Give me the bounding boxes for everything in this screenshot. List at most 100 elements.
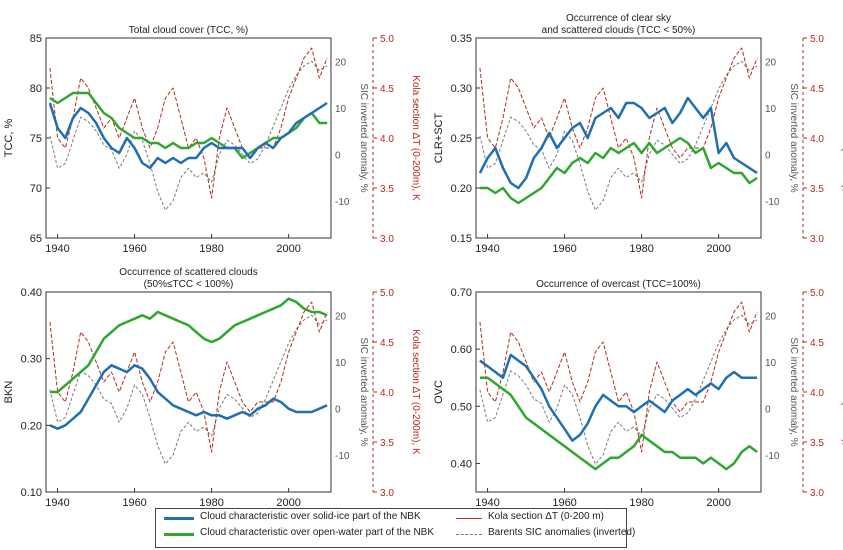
- kola-axis-label: Kola section ΔT (0-200m), K: [410, 75, 421, 201]
- sic-tick-label: 10: [765, 104, 777, 115]
- kola-tick-label: 3.5: [810, 184, 824, 195]
- legend-line-solid-ice: [164, 517, 194, 520]
- y-tick-label: 85: [30, 33, 42, 45]
- x-tick-label: 1960: [552, 243, 576, 255]
- y-tick-label: 0.50: [451, 401, 472, 413]
- series-line-kola: [49, 47, 328, 199]
- y-tick-label: 0.10: [21, 487, 42, 499]
- y-axis-label: TCC, %: [3, 119, 15, 158]
- plot-frame: [45, 291, 332, 493]
- legend: Cloud characteristic over solid-ice part…: [155, 508, 635, 548]
- kola-tick-label: 4.0: [810, 134, 824, 145]
- y-tick-label: 0.25: [451, 133, 472, 145]
- kola-tick-label: 4.0: [380, 134, 394, 145]
- series-line-open-water: [49, 297, 328, 394]
- chart-panel-1: Total cloud cover (TCC, %) 65 70 75 80 85 TCC,…: [3, 25, 421, 255]
- series-line-kola: [49, 301, 328, 453]
- sic-tick-label: -10: [335, 451, 350, 462]
- sic-tick-label: 0: [335, 404, 341, 415]
- y-tick-label: 65: [30, 233, 42, 245]
- series-line-solid-ice: [48, 101, 328, 170]
- series-line-solid-ice: [49, 364, 328, 430]
- kola-tick-label: 4.5: [810, 338, 824, 349]
- kola-tick-label: 5.0: [380, 288, 394, 299]
- y-tick-label: 0.70: [451, 287, 472, 299]
- y-tick-label: 0.60: [451, 344, 472, 356]
- series-line-kola: [479, 301, 758, 453]
- kola-tick-label: 5.0: [380, 34, 394, 45]
- kola-tick-label: 3.5: [380, 184, 394, 195]
- y-tick-label: 75: [30, 133, 42, 145]
- chart-title: Occurrence of clear sky: [566, 13, 671, 24]
- x-tick-label: 1980: [629, 497, 653, 509]
- x-tick-label: 2000: [276, 497, 300, 509]
- kola-tick-label: 3.5: [380, 438, 394, 449]
- y-tick-label: 0.30: [21, 354, 42, 366]
- series-line-open-water: [479, 376, 758, 471]
- sic-tick-label: -10: [335, 197, 350, 208]
- legend-label-sic: Barents SIC anomalies (inverted): [488, 527, 636, 538]
- kola-tick-label: 4.5: [810, 84, 824, 95]
- legend-label-solid-ice: Cloud characteristic over solid-ice part…: [200, 511, 421, 522]
- y-axis-label: CLR+SCT: [433, 113, 445, 164]
- x-tick-label: 1940: [475, 497, 499, 509]
- sic-axis-label: SIC inverted anomaly, %: [788, 83, 799, 192]
- sic-tick-label: -10: [765, 197, 780, 208]
- kola-tick-label: 4.0: [380, 388, 394, 399]
- kola-tick-label: 4.5: [380, 338, 394, 349]
- series-line-sic: [49, 60, 328, 211]
- chart-panel-3: Occurrence of scattered clouds(50%≤TCC <…: [3, 267, 421, 509]
- y-tick-label: 0.20: [451, 183, 472, 195]
- sic-tick-label: 0: [765, 150, 771, 161]
- sic-tick-label: 20: [335, 311, 347, 322]
- kola-axis-label: Kola section ΔT (0-200m), K: [410, 329, 421, 455]
- x-tick-label: 2000: [706, 243, 730, 255]
- legend-line-kola: [456, 518, 482, 519]
- y-tick-label: 70: [30, 183, 42, 195]
- kola-axis-label: Kola section ΔT (0-200m), K: [840, 75, 843, 201]
- kola-tick-label: 3.0: [810, 234, 824, 245]
- sic-tick-label: 10: [335, 104, 347, 115]
- y-axis-label: OVC: [433, 380, 445, 404]
- y-tick-label: 0.40: [21, 287, 42, 299]
- x-tick-label: 1960: [122, 497, 146, 509]
- plot-frame: [45, 37, 332, 239]
- kola-tick-label: 3.5: [810, 438, 824, 449]
- series-line-kola: [479, 47, 758, 199]
- sic-tick-label: -10: [765, 451, 780, 462]
- legend-label-kola: Kola section ΔT (0-200 m): [488, 511, 604, 522]
- chart-subtitle: and scattered clouds (TCC < 50%): [542, 25, 696, 36]
- series-line-solid-ice: [478, 96, 758, 190]
- series-line-open-water: [479, 136, 758, 205]
- y-tick-label: 0.30: [451, 83, 472, 95]
- legend-line-open-water: [164, 533, 194, 536]
- y-tick-label: 0.20: [21, 420, 42, 432]
- y-tick-label: 0.15: [451, 233, 472, 245]
- sic-tick-label: 20: [335, 57, 347, 68]
- x-tick-label: 1940: [45, 497, 69, 509]
- sic-tick-label: 10: [765, 358, 777, 369]
- y-axis-label: BKN: [3, 381, 15, 404]
- series-line-sic: [479, 314, 758, 465]
- x-tick-label: 1940: [475, 243, 499, 255]
- x-tick-label: 2000: [276, 243, 300, 255]
- x-tick-label: 1980: [199, 497, 223, 509]
- sic-tick-label: 20: [765, 57, 777, 68]
- chart-title: Occurrence of overcast (TCC=100%): [536, 279, 701, 290]
- sic-tick-label: 0: [335, 150, 341, 161]
- series-line-solid-ice: [479, 353, 758, 442]
- kola-tick-label: 3.0: [380, 234, 394, 245]
- x-tick-label: 2000: [706, 497, 730, 509]
- plot-frame: [475, 37, 762, 239]
- sic-axis-label: SIC inverted anomaly, %: [788, 337, 799, 446]
- x-tick-label: 1960: [122, 243, 146, 255]
- series-line-sic: [479, 60, 758, 211]
- legend-label-open-water: Cloud characteristic over open-water par…: [200, 527, 434, 538]
- kola-tick-label: 4.5: [380, 84, 394, 95]
- plot-frame: [475, 291, 762, 493]
- kola-tick-label: 3.0: [380, 488, 394, 499]
- kola-tick-label: 5.0: [810, 34, 824, 45]
- x-tick-label: 1960: [552, 497, 576, 509]
- y-tick-label: 0.40: [451, 458, 472, 470]
